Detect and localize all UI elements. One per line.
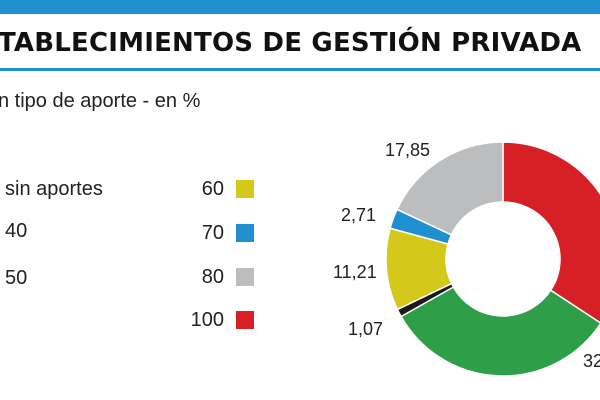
slice-label-green: 32 <box>583 351 600 371</box>
legend-swatch <box>236 180 254 198</box>
chart-subtitle: n tipo de aporte - en % <box>0 90 201 112</box>
legend-label: 80 <box>201 265 224 288</box>
slice-label-70: 2,71 <box>341 205 376 225</box>
donut-slice-0 <box>502 141 600 324</box>
legend-label: sin aportes <box>5 177 103 200</box>
top-accent-bar <box>0 0 600 14</box>
legend-swatch <box>236 268 254 286</box>
legend-item-40: 40 <box>5 218 27 244</box>
legend-swatch <box>236 224 254 242</box>
chart-title: TABLECIMIENTOS DE GESTIÓN PRIVADA <box>0 28 582 58</box>
legend-item-70: 70 <box>180 220 254 246</box>
slice-label-80: 17,85 <box>385 140 430 160</box>
slice-label-60: 11,21 <box>333 262 377 282</box>
legend-label: 70 <box>201 221 224 244</box>
legend-item-80: 80 <box>180 264 254 290</box>
legend-swatch <box>236 311 254 329</box>
legend-item-60: 60 <box>180 176 254 202</box>
legend-label: 50 <box>5 266 28 289</box>
legend-item-sin-aportes: sin aportes <box>5 176 103 202</box>
title-underline <box>0 68 600 71</box>
slice-labels: 17,85 2,71 11,21 1,07 32 <box>333 140 600 371</box>
legend-label: 60 <box>201 177 224 200</box>
legend-label: 100 <box>190 308 224 331</box>
slice-label-black: 1,07 <box>348 319 383 339</box>
legend-item-100: 100 <box>180 307 254 333</box>
donut-slice-5 <box>396 141 504 236</box>
donut-slices <box>385 141 600 377</box>
legend-item-50: 50 <box>5 265 27 291</box>
donut-slice-1 <box>400 285 600 377</box>
legend-label: 40 <box>5 219 28 242</box>
